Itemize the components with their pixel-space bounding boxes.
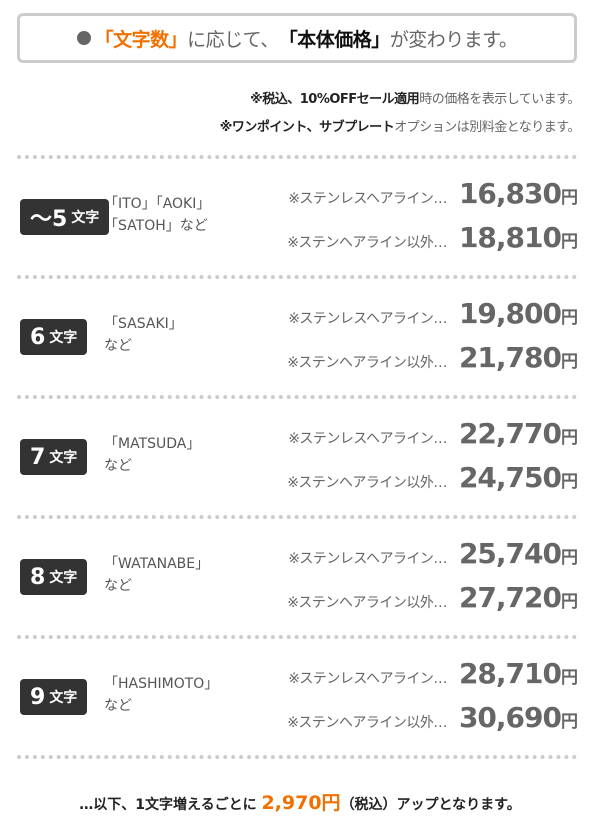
example-names: 「MATSUDA」 など — [104, 436, 201, 474]
yen-unit: 円 — [561, 428, 578, 448]
price-value: 30,690 — [458, 701, 562, 734]
yen-unit: 円 — [561, 472, 578, 492]
price-hairline: ※ステンレスヘアライン… 22,770 円 — [288, 417, 578, 450]
example-names: 「HASHIMOTO」 など — [104, 676, 219, 714]
price-label: ※ステンレスヘアライン… — [288, 551, 447, 567]
note-options: ※ワンポイント、サブプレートオプションは別料金となります。 — [219, 120, 581, 135]
price-other: ※ステンヘアライン以外… 21,780 円 — [287, 341, 578, 374]
dotted-divider — [17, 755, 577, 759]
char-count-badge: 9 文字 — [20, 679, 88, 715]
dotted-divider — [17, 275, 577, 279]
yen-unit: 円 — [561, 712, 578, 732]
char-count: ～5 — [30, 207, 68, 232]
price-value: 24,750 — [458, 461, 562, 494]
price-hairline: ※ステンレスヘアライン… 19,800 円 — [288, 297, 578, 330]
price-label: ※ステンレスヘアライン… — [288, 431, 447, 447]
price-label: ※ステンレスヘアライン… — [288, 191, 447, 207]
price-hairline: ※ステンレスヘアライン… 28,710 円 — [288, 657, 578, 690]
dotted-divider — [17, 155, 577, 159]
char-count-badge: 7 文字 — [20, 439, 88, 475]
price-label: ※ステンレスヘアライン… — [288, 671, 447, 687]
price-hairline: ※ステンレスヘアライン… 25,740 円 — [288, 537, 578, 570]
header-banner: 「文字数」 に応じて、 「本体価格」 が変わります。 — [17, 13, 577, 63]
price-other: ※ステンヘアライン以外… 18,810 円 — [287, 221, 578, 254]
header-text: に応じて、 — [187, 28, 279, 51]
header-char-count: 「文字数」 — [94, 28, 188, 51]
example-names: 「WATANABE」 など — [104, 556, 210, 594]
example-names: 「SASAKI」 など — [104, 316, 183, 354]
yen-unit: 円 — [561, 308, 578, 328]
char-count-badge: 8 文字 — [20, 559, 88, 595]
price-row: 6 文字 「SASAKI」 など ※ステンレスヘアライン… 19,800 円 ※ステン… — [0, 277, 600, 397]
price-other: ※ステンヘアライン以外… 27,720 円 — [287, 581, 578, 614]
yen-unit: 円 — [561, 592, 578, 612]
price-value: 18,810 — [458, 221, 562, 254]
example-names: 「ITO」「AOKI」 「SATOH」など — [104, 196, 211, 234]
yen-unit: 円 — [561, 548, 578, 568]
char-unit: 文字 — [49, 690, 78, 706]
price-label: ※ステンヘアライン以外… — [287, 475, 447, 491]
price-value: 25,740 — [458, 537, 562, 570]
price-value: 28,710 — [458, 657, 562, 690]
price-row: 9 文字 「HASHIMOTO」 など ※ステンレスヘアライン… 28,710 円 ※… — [0, 637, 600, 757]
price-row: ～5 文字 「ITO」「AOKI」 「SATOH」など ※ステンレスヘアライン… 1… — [0, 157, 600, 277]
char-unit: 文字 — [49, 450, 78, 466]
char-count: 6 — [30, 324, 46, 350]
price-label: ※ステンヘアライン以外… — [287, 235, 447, 251]
price-value: 16,830 — [458, 177, 562, 210]
price-other: ※ステンヘアライン以外… 30,690 円 — [287, 701, 578, 734]
price-row: 8 文字 「WATANABE」 など ※ステンレスヘアライン… 25,740 円 ※ス… — [0, 517, 600, 637]
price-other: ※ステンヘアライン以外… 24,750 円 — [287, 461, 578, 494]
char-count: 9 — [30, 684, 46, 710]
price-value: 19,800 — [458, 297, 562, 330]
char-count-badge: ～5 文字 — [20, 199, 110, 235]
dotted-divider — [17, 515, 577, 519]
char-count-badge: 6 文字 — [20, 319, 88, 355]
header-text-end: が変わります。 — [389, 28, 518, 51]
header-price: 「本体価格」 — [278, 28, 391, 51]
yen-unit: 円 — [561, 232, 578, 252]
yen-unit: 円 — [561, 188, 578, 208]
note-tax: ※税込、10%OFFセール適用時の価格を表示しています。 — [250, 92, 580, 107]
bullet-icon — [76, 31, 91, 45]
char-unit: 文字 — [49, 330, 78, 346]
price-label: ※ステンヘアライン以外… — [287, 595, 447, 611]
price-value: 27,720 — [458, 581, 562, 614]
char-count: 8 — [30, 564, 46, 590]
price-value: 22,770 — [458, 417, 562, 450]
price-value: 21,780 — [458, 341, 562, 374]
price-row: 7 文字 「MATSUDA」 など ※ステンレスヘアライン… 22,770 円 ※ステ… — [0, 397, 600, 517]
char-unit: 文字 — [71, 210, 100, 226]
price-label: ※ステンヘアライン以外… — [287, 715, 447, 731]
price-label: ※ステンレスヘアライン… — [288, 311, 447, 327]
char-count: 7 — [30, 444, 46, 470]
char-unit: 文字 — [49, 570, 78, 586]
price-label: ※ステンヘアライン以外… — [287, 355, 447, 371]
dotted-divider — [17, 635, 577, 639]
yen-unit: 円 — [561, 668, 578, 688]
dotted-divider — [17, 395, 577, 399]
yen-unit: 円 — [561, 352, 578, 372]
price-hairline: ※ステンレスヘアライン… 16,830 円 — [288, 177, 578, 210]
footer-note: …以下、1文字増えるごとに 2,970円（税込）アップとなります。 — [79, 792, 521, 814]
